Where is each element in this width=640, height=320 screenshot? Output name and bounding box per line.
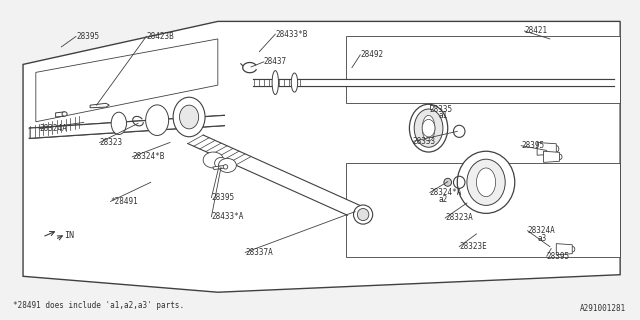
Polygon shape xyxy=(56,112,65,117)
Text: a1: a1 xyxy=(438,111,447,120)
Polygon shape xyxy=(90,103,109,108)
Ellipse shape xyxy=(272,71,278,94)
Ellipse shape xyxy=(422,119,435,137)
Text: 28492: 28492 xyxy=(360,50,383,59)
Text: 28323A: 28323A xyxy=(445,213,473,222)
Ellipse shape xyxy=(476,168,495,197)
Polygon shape xyxy=(346,36,620,103)
Ellipse shape xyxy=(557,154,562,160)
Ellipse shape xyxy=(357,209,369,220)
Ellipse shape xyxy=(214,157,227,169)
Text: 28395: 28395 xyxy=(76,32,99,41)
Text: 28433*A: 28433*A xyxy=(211,212,244,221)
Text: 28324*B: 28324*B xyxy=(132,152,164,161)
Text: 28433*B: 28433*B xyxy=(275,30,308,39)
Ellipse shape xyxy=(414,109,443,147)
Polygon shape xyxy=(212,165,225,170)
Polygon shape xyxy=(29,116,224,138)
Text: 28324*A: 28324*A xyxy=(430,188,462,197)
Ellipse shape xyxy=(554,146,559,152)
Text: 28333: 28333 xyxy=(413,137,436,146)
Text: a2: a2 xyxy=(439,195,448,204)
Polygon shape xyxy=(543,151,559,162)
Ellipse shape xyxy=(146,105,169,135)
Polygon shape xyxy=(556,244,572,255)
Ellipse shape xyxy=(444,178,452,186)
Ellipse shape xyxy=(422,116,435,141)
Ellipse shape xyxy=(173,97,205,137)
Ellipse shape xyxy=(291,73,298,92)
Text: 28423B: 28423B xyxy=(147,32,174,41)
Text: 28335: 28335 xyxy=(430,105,453,114)
Polygon shape xyxy=(253,79,614,86)
Ellipse shape xyxy=(111,112,127,134)
Ellipse shape xyxy=(223,164,228,169)
Text: 28395: 28395 xyxy=(521,141,544,150)
Ellipse shape xyxy=(570,246,575,252)
Text: a3: a3 xyxy=(537,234,547,243)
Text: A291001281: A291001281 xyxy=(580,304,627,313)
Polygon shape xyxy=(537,142,556,155)
Ellipse shape xyxy=(353,205,372,224)
Text: 28337A: 28337A xyxy=(245,248,273,257)
Ellipse shape xyxy=(467,159,505,205)
Ellipse shape xyxy=(218,158,236,172)
Text: 28421: 28421 xyxy=(524,27,547,36)
Ellipse shape xyxy=(458,151,515,213)
Text: 28395: 28395 xyxy=(547,252,570,261)
Polygon shape xyxy=(36,39,218,122)
Polygon shape xyxy=(188,135,363,215)
Ellipse shape xyxy=(62,112,67,116)
Ellipse shape xyxy=(410,104,448,152)
Text: 28437: 28437 xyxy=(264,57,287,66)
Text: 28323: 28323 xyxy=(100,138,123,147)
Text: 28324A: 28324A xyxy=(39,124,67,133)
Ellipse shape xyxy=(203,152,223,168)
Text: 28395: 28395 xyxy=(211,193,235,202)
Text: 28324A: 28324A xyxy=(527,226,556,235)
Text: *28491: *28491 xyxy=(111,197,138,206)
Polygon shape xyxy=(346,163,620,257)
Text: *28491 does include 'a1,a2,a3' parts.: *28491 does include 'a1,a2,a3' parts. xyxy=(13,301,184,310)
Text: 28323E: 28323E xyxy=(460,242,487,251)
Polygon shape xyxy=(23,21,620,292)
Text: IN: IN xyxy=(65,231,74,240)
Ellipse shape xyxy=(179,105,198,129)
